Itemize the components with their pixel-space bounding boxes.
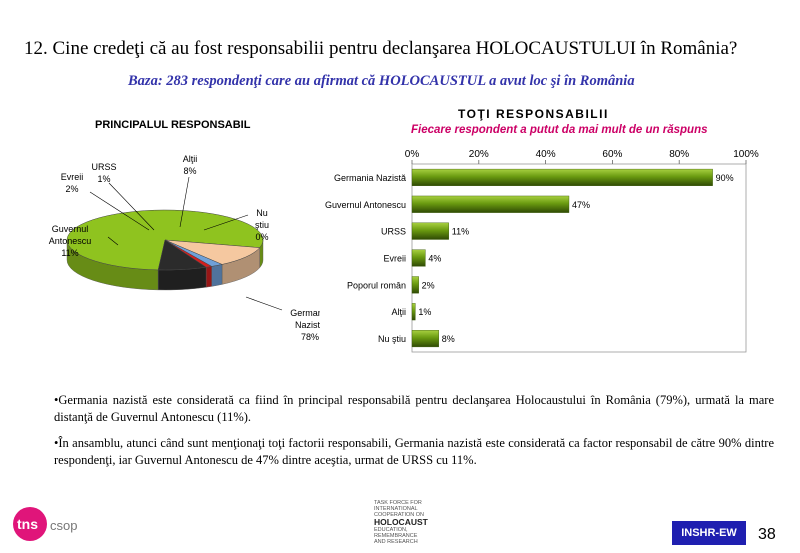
bar-tick-label: 60%	[602, 149, 622, 160]
bar-value-nu-stiu: 8%	[442, 334, 455, 344]
slide-title: 12. Cine credeţi că au fost responsabili…	[24, 38, 738, 59]
taskforce-line-7: AND RESEARCH	[374, 539, 418, 545]
pie-label-guvernul-antonescu: Guvernul Antonescu 11%	[49, 224, 92, 258]
pie-label-germania-nazista: GermaniaNazistă78%	[290, 308, 320, 342]
bar-category-urss: URSS	[381, 227, 406, 237]
bar-tick-label: 100%	[733, 149, 759, 160]
bar-chart-title: TOŢI RESPONSABILII	[458, 107, 609, 121]
pie-side-altii	[157, 267, 207, 291]
bar-tick-label: 0%	[405, 149, 420, 160]
insh-badge: INSHR-EW	[672, 521, 746, 545]
bar-value-germania-nazista: 90%	[716, 173, 734, 183]
bar-nu-stiu	[411, 330, 439, 348]
pie-label-altii: Alţii 8%	[183, 154, 198, 176]
tns-csop-logo: tns csop	[13, 507, 77, 541]
bar-tick-label: 20%	[469, 149, 489, 160]
taskforce-line-4: HOLOCAUST	[374, 517, 429, 527]
page-number: 38	[758, 526, 776, 543]
bar-urss	[411, 222, 449, 240]
bar-category-nu-stiu: Nu ştiu	[378, 334, 406, 344]
pie-side-evreii	[211, 264, 223, 287]
tns-brand-text: tns	[17, 516, 38, 532]
pie-slice-altii	[157, 239, 207, 271]
pie-slice-guvernul-antonescu	[164, 239, 261, 265]
bar-category-poporul-roman: Poporul român	[347, 280, 406, 290]
bar-value-altii: 1%	[418, 307, 431, 317]
pie-chart-title: PRINCIPALUL RESPONSABIL	[95, 119, 251, 131]
bar-chart-subtitle: Fiecare respondent a putut da mai mult d…	[411, 124, 708, 136]
taskforce-line-3: COOPERATION ON	[374, 512, 424, 518]
bar-category-altii: Alţii	[391, 307, 406, 317]
pie-side-urss	[205, 266, 212, 288]
bar-guvernul-antonescu	[411, 195, 570, 213]
bar-value-guvernul-antonescu: 47%	[572, 200, 590, 210]
bar-value-urss: 11%	[452, 227, 469, 237]
bar-category-evreii: Evreii	[383, 254, 406, 264]
bar-poporul-roman	[411, 276, 419, 294]
bar-tick-label: 80%	[669, 149, 689, 160]
notes: •Germania nazistă este considerată ca fi…	[54, 392, 774, 478]
pie-leader-altii	[179, 176, 190, 228]
bar-category-guvernul-antonescu: Guvernul Antonescu	[325, 200, 406, 210]
note-1: •Germania nazistă este considerată ca fi…	[54, 393, 774, 424]
bar-value-poporul-roman: 2%	[422, 280, 435, 290]
taskforce-line-1: TASK FORCE FOR	[374, 500, 422, 506]
pie-leader-urss	[108, 182, 155, 231]
bar-plot-area	[411, 163, 747, 353]
pie-leader-nu-stiu	[203, 214, 249, 231]
bar-value-evreii: 4%	[428, 254, 441, 264]
taskforce-line-6: REMEMBRANCE	[374, 533, 418, 539]
base-subtitle: Baza: 283 respondenţi care au afirmat că…	[128, 73, 635, 89]
note-2: •În ansamblu, atunci când sunt menţionaţ…	[54, 436, 774, 467]
pie-leader-germania-nazista	[245, 296, 283, 311]
taskforce-logo: TASK FORCE FOR INTERNATIONAL COOPERATION…	[374, 500, 429, 545]
pie-label-evreii: Evreii 2%	[61, 172, 84, 194]
bar-evreii	[411, 249, 426, 267]
tns-sub-text: csop	[50, 518, 77, 533]
pie-leader-guvernul-antonescu	[107, 236, 119, 246]
pie-label-nu-stiu: Nu ştiu 0%	[255, 208, 269, 242]
bar-chart: 0% 20% 40% 60% 80% 100% Germania Nazistă 90% Guv…	[325, 149, 759, 353]
taskforce-line-2: INTERNATIONAL	[374, 506, 418, 512]
taskforce-line-5: EDUCATION,	[374, 527, 408, 533]
bar-altii	[411, 303, 416, 321]
pie-label-urss: URSS 1%	[91, 162, 116, 184]
bar-category-germania-nazista: Germania Nazistă	[334, 173, 406, 183]
pie-leader-evreii	[89, 191, 150, 231]
bar-germania-nazista	[411, 168, 713, 186]
bar-tick-label: 40%	[536, 149, 556, 160]
